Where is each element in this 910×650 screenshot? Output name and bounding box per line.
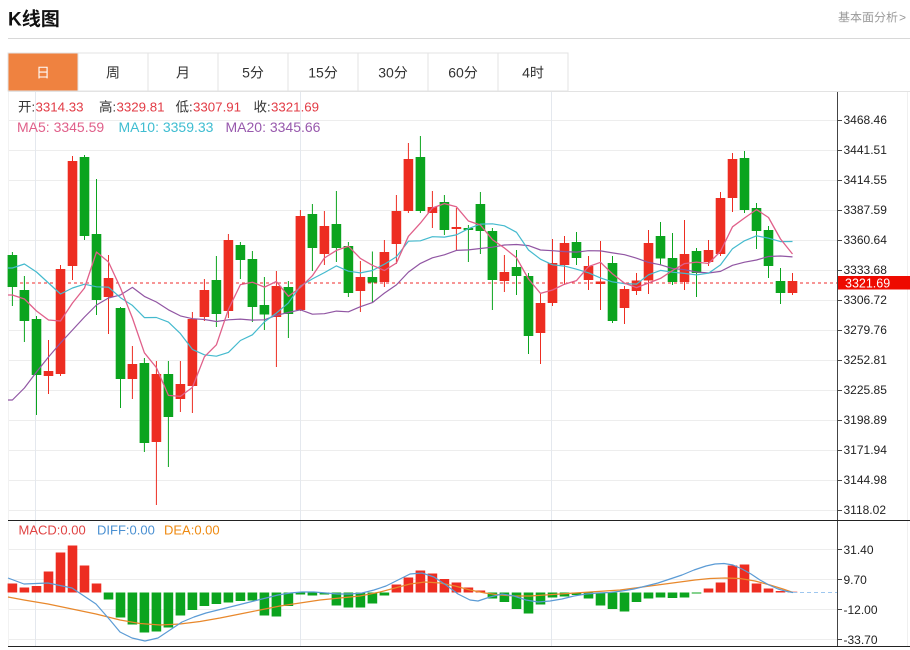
svg-text:30: 30 <box>378 65 394 81</box>
svg-text::: : <box>113 100 117 115</box>
svg-text:DIFF:0.00: DIFF:0.00 <box>97 523 155 538</box>
svg-text:3118.02: 3118.02 <box>844 503 887 517</box>
svg-text:MACD:0.00: MACD:0.00 <box>19 523 86 538</box>
svg-text:3414.55: 3414.55 <box>844 173 888 187</box>
svg-text::: : <box>189 100 193 115</box>
svg-text:3279.76: 3279.76 <box>844 323 888 337</box>
svg-text:3360.64: 3360.64 <box>844 233 888 247</box>
svg-text:3171.94: 3171.94 <box>844 443 888 457</box>
svg-text:MA5: 3345.59: MA5: 3345.59 <box>17 119 104 135</box>
svg-text:MA10: 3359.33: MA10: 3359.33 <box>119 119 214 135</box>
svg-text:3307.91: 3307.91 <box>193 100 241 115</box>
svg-text:3252.81: 3252.81 <box>844 353 888 367</box>
svg-text:3468.46: 3468.46 <box>844 113 888 127</box>
svg-text:3144.98: 3144.98 <box>844 473 888 487</box>
svg-text:3333.68: 3333.68 <box>844 263 888 277</box>
svg-text:>: > <box>899 11 906 25</box>
svg-text:3321.69: 3321.69 <box>845 277 890 291</box>
svg-text:DEA:0.00: DEA:0.00 <box>164 523 220 538</box>
svg-text:15: 15 <box>308 65 324 81</box>
svg-text:9.70: 9.70 <box>844 573 868 587</box>
svg-text:31.40: 31.40 <box>844 543 874 557</box>
svg-text:5: 5 <box>242 65 250 81</box>
svg-text:3306.72: 3306.72 <box>844 293 888 307</box>
svg-text:60: 60 <box>448 65 464 81</box>
svg-text:-12.00: -12.00 <box>844 603 878 617</box>
svg-text:3321.69: 3321.69 <box>271 100 319 115</box>
svg-text:3329.81: 3329.81 <box>117 100 165 115</box>
svg-text:MA20: 3345.66: MA20: 3345.66 <box>226 119 321 135</box>
svg-text:3314.33: 3314.33 <box>36 100 84 115</box>
svg-text:3198.89: 3198.89 <box>844 413 888 427</box>
svg-text::: : <box>267 100 271 115</box>
svg-text:3441.51: 3441.51 <box>844 143 888 157</box>
svg-text:3225.85: 3225.85 <box>844 383 888 397</box>
svg-text:3387.59: 3387.59 <box>844 203 888 217</box>
svg-text::: : <box>32 100 36 115</box>
svg-text:-33.70: -33.70 <box>844 633 878 647</box>
svg-text:4: 4 <box>522 65 530 81</box>
svg-text:K: K <box>8 10 22 31</box>
